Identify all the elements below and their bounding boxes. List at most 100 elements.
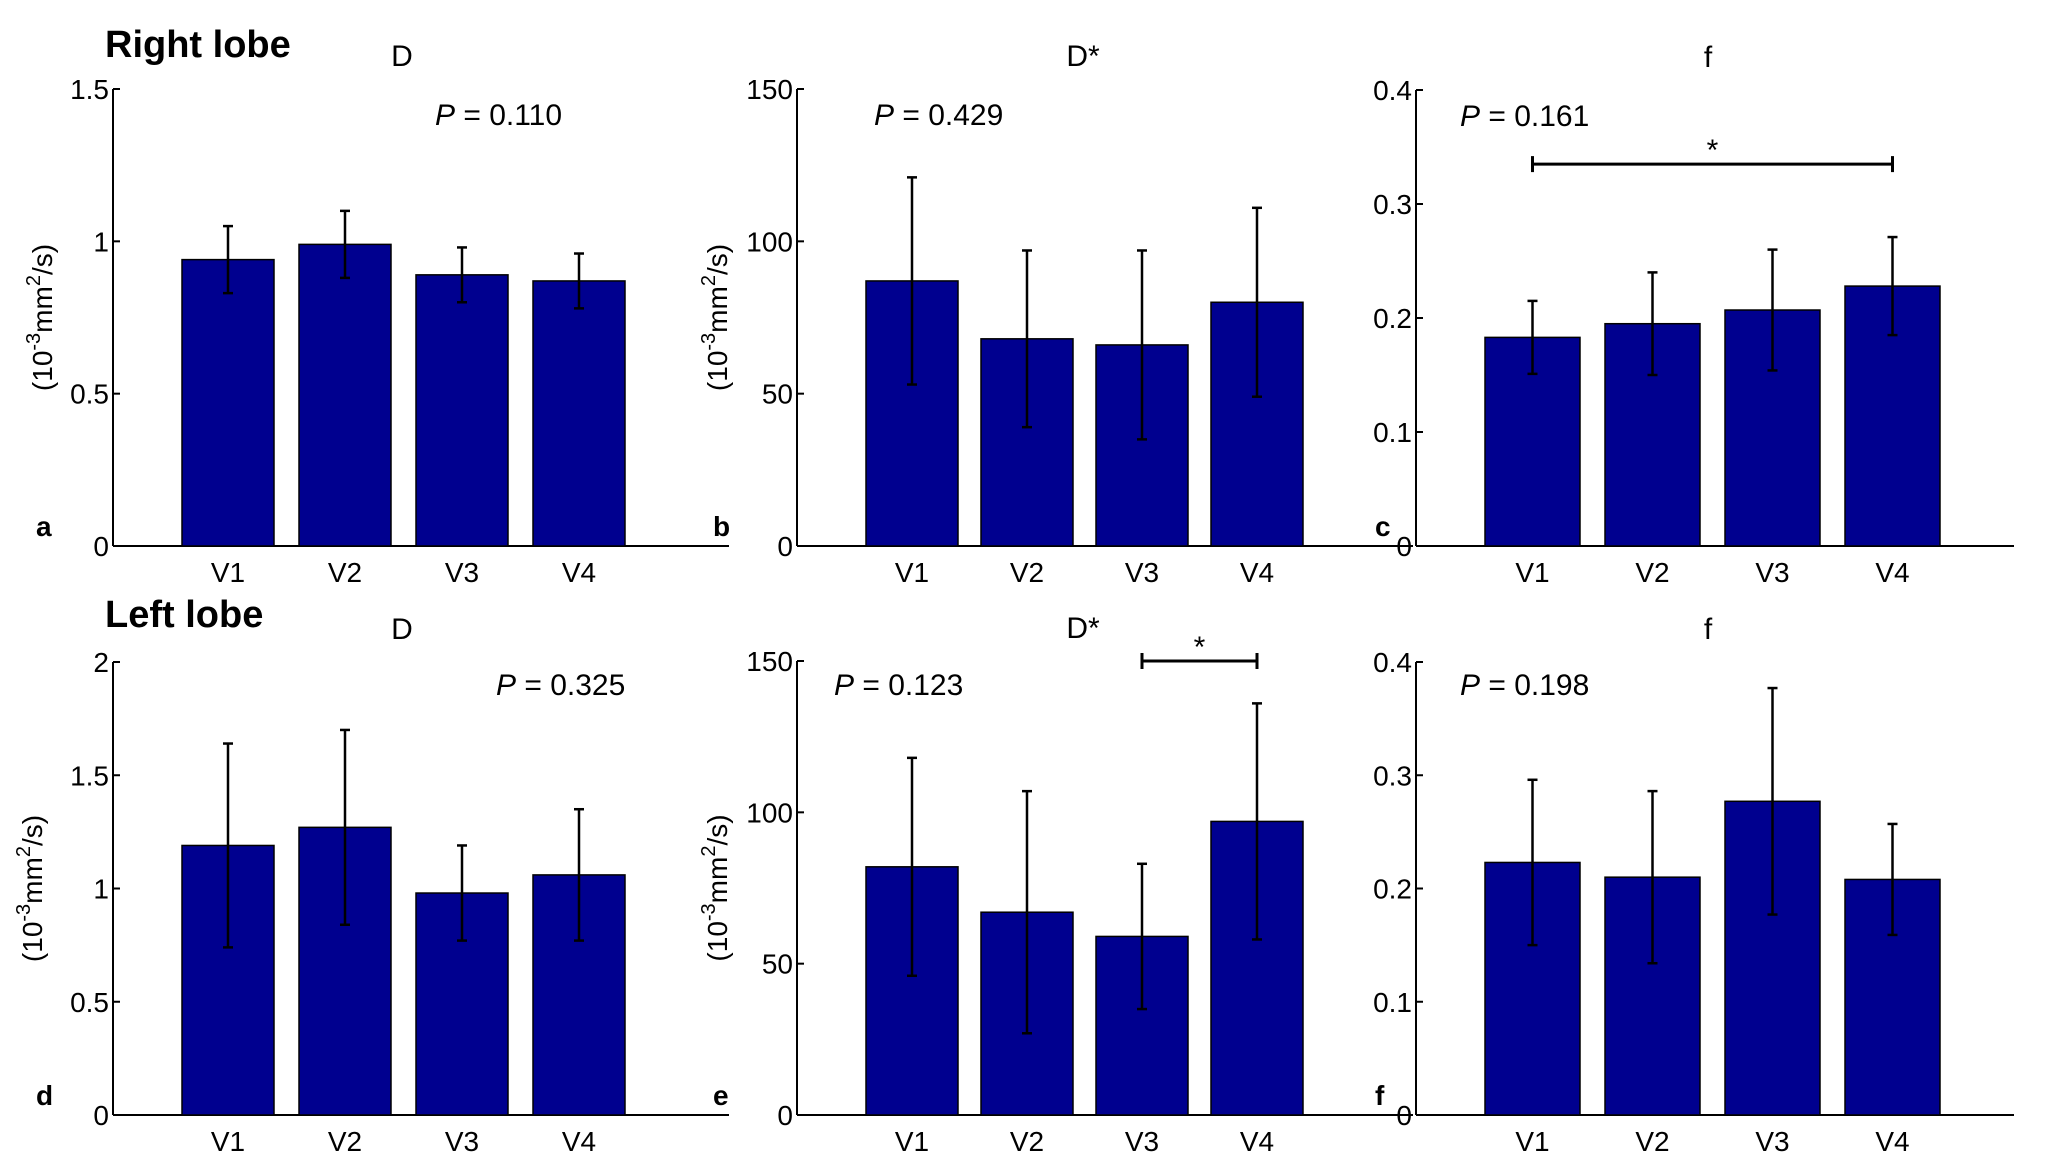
panel-b: 0 50 100 150 V1 V2 V3 V4 D* P = 0.429 b (10-3mm2/s) <box>698 40 1413 588</box>
x-tick-label: V1 <box>1515 1126 1549 1157</box>
x-tick-label: V2 <box>1010 557 1044 588</box>
x-tick-label: V3 <box>1755 1126 1789 1157</box>
y-tick-label: 50 <box>762 379 793 410</box>
panel-letter: a <box>36 511 52 542</box>
x-tick-label: V3 <box>1125 1126 1159 1157</box>
p-label: P <box>496 669 516 702</box>
panel-letter: d <box>36 1080 53 1111</box>
x-tick-label: V4 <box>562 1126 596 1157</box>
y-tick-label: 50 <box>762 949 793 980</box>
panel-e: 0 50 100 150 V1 V2 V3 V4 D* P = 0.123 e (10-3mm2/s)… <box>698 612 1413 1157</box>
x-tick-label: V4 <box>1240 557 1274 588</box>
y-tick-label: 1.5 <box>70 74 109 105</box>
x-tick-label: V3 <box>445 557 479 588</box>
y-tick-label: 0.1 <box>1373 417 1412 448</box>
y-tick-label: 0 <box>777 531 793 562</box>
p-value: P = 0.325 <box>496 669 625 702</box>
p-value: P = 0.198 <box>1460 669 1589 702</box>
bar-v3 <box>415 274 509 547</box>
x-tick-label: V2 <box>328 1126 362 1157</box>
panel-title: D* <box>1066 612 1100 645</box>
x-tick-label: V1 <box>895 1126 929 1157</box>
p-value: P = 0.110 <box>435 99 562 132</box>
p-value: P = 0.429 <box>874 99 1003 132</box>
x-tick-label: V1 <box>895 557 929 588</box>
y-tick-label: 1 <box>93 874 109 905</box>
x-tick-label: V2 <box>1635 557 1669 588</box>
x-tick-label: V2 <box>1010 1126 1044 1157</box>
bar-v2 <box>298 243 392 547</box>
y-tick-label: 0.4 <box>1373 75 1412 106</box>
p-label: P <box>1460 669 1480 702</box>
y-tick-label: 0 <box>93 1100 109 1131</box>
p-number: = 0.123 <box>854 669 963 702</box>
x-tick-label: V4 <box>562 557 596 588</box>
row-label-left-lobe: Left lobe <box>105 594 263 636</box>
bar-v1 <box>181 258 275 547</box>
y-tick-label: 2 <box>93 647 109 678</box>
p-label: P <box>1460 100 1480 133</box>
panel-title: D <box>391 40 413 73</box>
y-tick-label: 0.3 <box>1373 760 1412 791</box>
x-tick-label: V4 <box>1240 1126 1274 1157</box>
p-value: P = 0.123 <box>834 669 963 702</box>
y-tick-label: 0 <box>777 1100 793 1131</box>
bar-v4 <box>532 280 626 547</box>
panel-letter: e <box>713 1080 729 1111</box>
x-tick-label: V3 <box>1125 557 1159 588</box>
panel-f: 0 0.1 0.2 0.3 0.4 V1 V2 V3 V4 f P = 0.198 f <box>1373 613 2014 1157</box>
y-axis-label: (10-3mm2/s) <box>13 815 48 962</box>
p-label: P <box>834 669 854 702</box>
panel-letter: f <box>1375 1080 1385 1111</box>
y-axis-label: (10-3mm2/s) <box>698 244 733 391</box>
p-number: = 0.161 <box>1480 100 1589 133</box>
panel-title: f <box>1704 613 1713 646</box>
significance-star: * <box>1194 631 1206 664</box>
p-number: = 0.429 <box>894 99 1003 132</box>
panel-letter: c <box>1375 511 1391 542</box>
y-tick-label: 150 <box>746 74 793 105</box>
y-tick-label: 0 <box>1396 1100 1412 1131</box>
bar-v2 <box>1604 876 1701 1116</box>
y-tick-label: 100 <box>746 226 793 257</box>
panel-d: 0 0.5 1 1.5 2 V1 V2 V3 V4 D P = 0.325 d (10-3mm2/s) <box>13 613 729 1157</box>
y-tick-label: 0 <box>1396 531 1412 562</box>
x-tick-label: V1 <box>211 1126 245 1157</box>
y-tick-label: 100 <box>746 797 793 828</box>
y-tick-label: 0.2 <box>1373 874 1412 905</box>
y-tick-label: 0.5 <box>70 987 109 1018</box>
x-tick-label: V2 <box>328 557 362 588</box>
y-tick-label: 0.5 <box>70 379 109 410</box>
y-axis-label: (10-3mm2/s) <box>23 244 58 391</box>
x-tick-label: V2 <box>1635 1126 1669 1157</box>
p-number: = 0.198 <box>1480 669 1589 702</box>
y-tick-label: 0.4 <box>1373 647 1412 678</box>
panel-title: D <box>391 613 413 646</box>
x-tick-label: V3 <box>445 1126 479 1157</box>
p-value: P = 0.161 <box>1460 100 1589 133</box>
p-label: P <box>435 99 455 132</box>
p-number: = 0.110 <box>455 99 562 132</box>
x-tick-label: V1 <box>1515 557 1549 588</box>
p-number: = 0.325 <box>516 669 625 702</box>
y-axis-label: (10-3mm2/s) <box>698 814 733 961</box>
y-tick-label: 1 <box>93 226 109 257</box>
panel-letter: b <box>713 511 730 542</box>
y-tick-label: 0.3 <box>1373 189 1412 220</box>
panel-title: D* <box>1066 40 1100 73</box>
x-tick-label: V4 <box>1875 557 1909 588</box>
y-tick-label: 1.5 <box>70 760 109 791</box>
x-tick-label: V4 <box>1875 1126 1909 1157</box>
p-label: P <box>874 99 894 132</box>
y-tick-label: 0.1 <box>1373 987 1412 1018</box>
row-label-right-lobe: Right lobe <box>105 24 291 66</box>
panel-c: 0 0.1 0.2 0.3 0.4 V1 V2 V3 V4 f P = 0.161 c * <box>1373 41 2014 588</box>
y-tick-label: 0 <box>93 531 109 562</box>
y-tick-label: 0.2 <box>1373 303 1412 334</box>
y-tick-label: 150 <box>746 646 793 677</box>
significance-star: * <box>1707 134 1719 167</box>
x-tick-label: V1 <box>211 557 245 588</box>
x-tick-label: V3 <box>1755 557 1789 588</box>
